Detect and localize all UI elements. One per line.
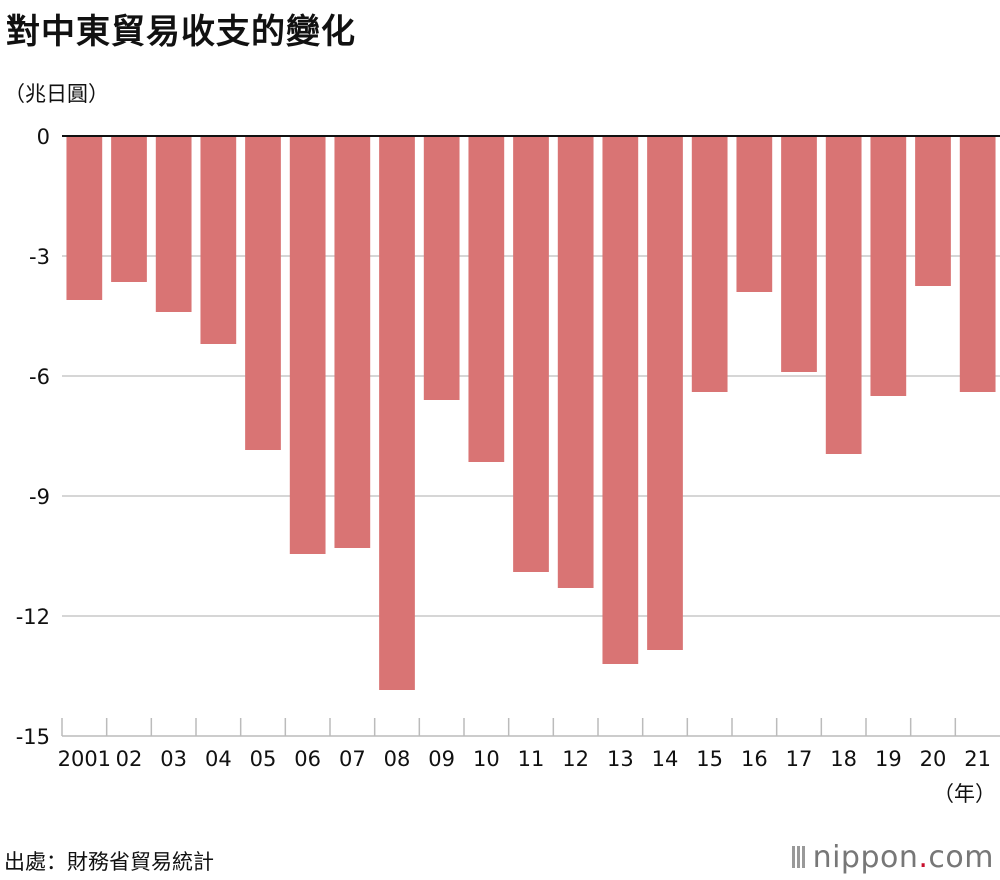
bar [111, 136, 147, 282]
bar [870, 136, 907, 396]
bar [245, 136, 281, 450]
bar [781, 136, 817, 372]
x-tick-label: 03 [160, 747, 187, 771]
zero-line [62, 135, 1000, 737]
x-tick-label: 20 [920, 747, 947, 771]
x-tick-label: 06 [294, 747, 321, 771]
x-tick-label: 09 [428, 747, 455, 771]
bar [66, 136, 103, 300]
x-tick-label: 07 [339, 747, 366, 771]
chart-title: 對中東貿易收支的變化 [6, 12, 356, 52]
y-tick-labels: 0 -3 -6 -9 -12 -15 [16, 125, 50, 749]
bar [825, 136, 862, 454]
x-tick-label: 11 [518, 747, 545, 771]
x-tick-label: 16 [741, 747, 768, 771]
x-tick-labels: 2001 02 03 04 05 06 07 08 09 10 11 12 13 14 15 16 17 18 19… [58, 718, 991, 771]
bar [289, 136, 326, 554]
y-axis-unit-label: （兆日圓） [4, 82, 109, 106]
x-tick-label: 2001 [58, 747, 111, 771]
x-tick-label: 15 [696, 747, 723, 771]
bar [647, 136, 683, 650]
bar [513, 136, 549, 572]
bar [155, 136, 192, 312]
x-tick-label: 04 [205, 747, 232, 771]
x-tick-label: 10 [473, 747, 500, 771]
bar [557, 136, 594, 588]
x-axis-unit-label: （年） [933, 782, 996, 806]
x-tick-label: 21 [964, 747, 991, 771]
bar [736, 136, 773, 292]
y-tick-label: 0 [37, 125, 50, 149]
x-tick-label: 08 [384, 747, 411, 771]
x-tick-label: 14 [652, 747, 679, 771]
source-note: 出處：財務省貿易統計 [4, 850, 214, 874]
x-tick-label: 17 [786, 747, 813, 771]
nippon-logo: nippon.com [791, 840, 994, 876]
x-tick-label: 18 [830, 747, 857, 771]
logo-text-main: nippon [812, 840, 919, 875]
bar [468, 136, 505, 462]
y-tick-label: -6 [29, 365, 50, 389]
bar [959, 136, 996, 392]
logo-text-dot: . [918, 840, 929, 875]
y-tick-label: -12 [16, 605, 50, 629]
bar [200, 136, 237, 344]
bar [423, 136, 460, 400]
bar [334, 136, 371, 548]
bar [602, 136, 639, 664]
bar [379, 136, 415, 690]
x-tick-label: 05 [250, 747, 277, 771]
logo-text-tld: com [928, 840, 994, 875]
x-tick-label: 12 [562, 747, 589, 771]
bars [66, 136, 996, 690]
x-tick-label: 02 [116, 747, 143, 771]
bar [691, 136, 728, 392]
logo-bars-icon [791, 841, 807, 876]
bar [915, 136, 951, 286]
x-tick-label: 19 [875, 747, 902, 771]
y-tick-label: -3 [29, 245, 50, 269]
x-tick-label: 13 [607, 747, 634, 771]
y-tick-label: -15 [16, 725, 50, 749]
y-tick-label: -9 [29, 485, 50, 509]
